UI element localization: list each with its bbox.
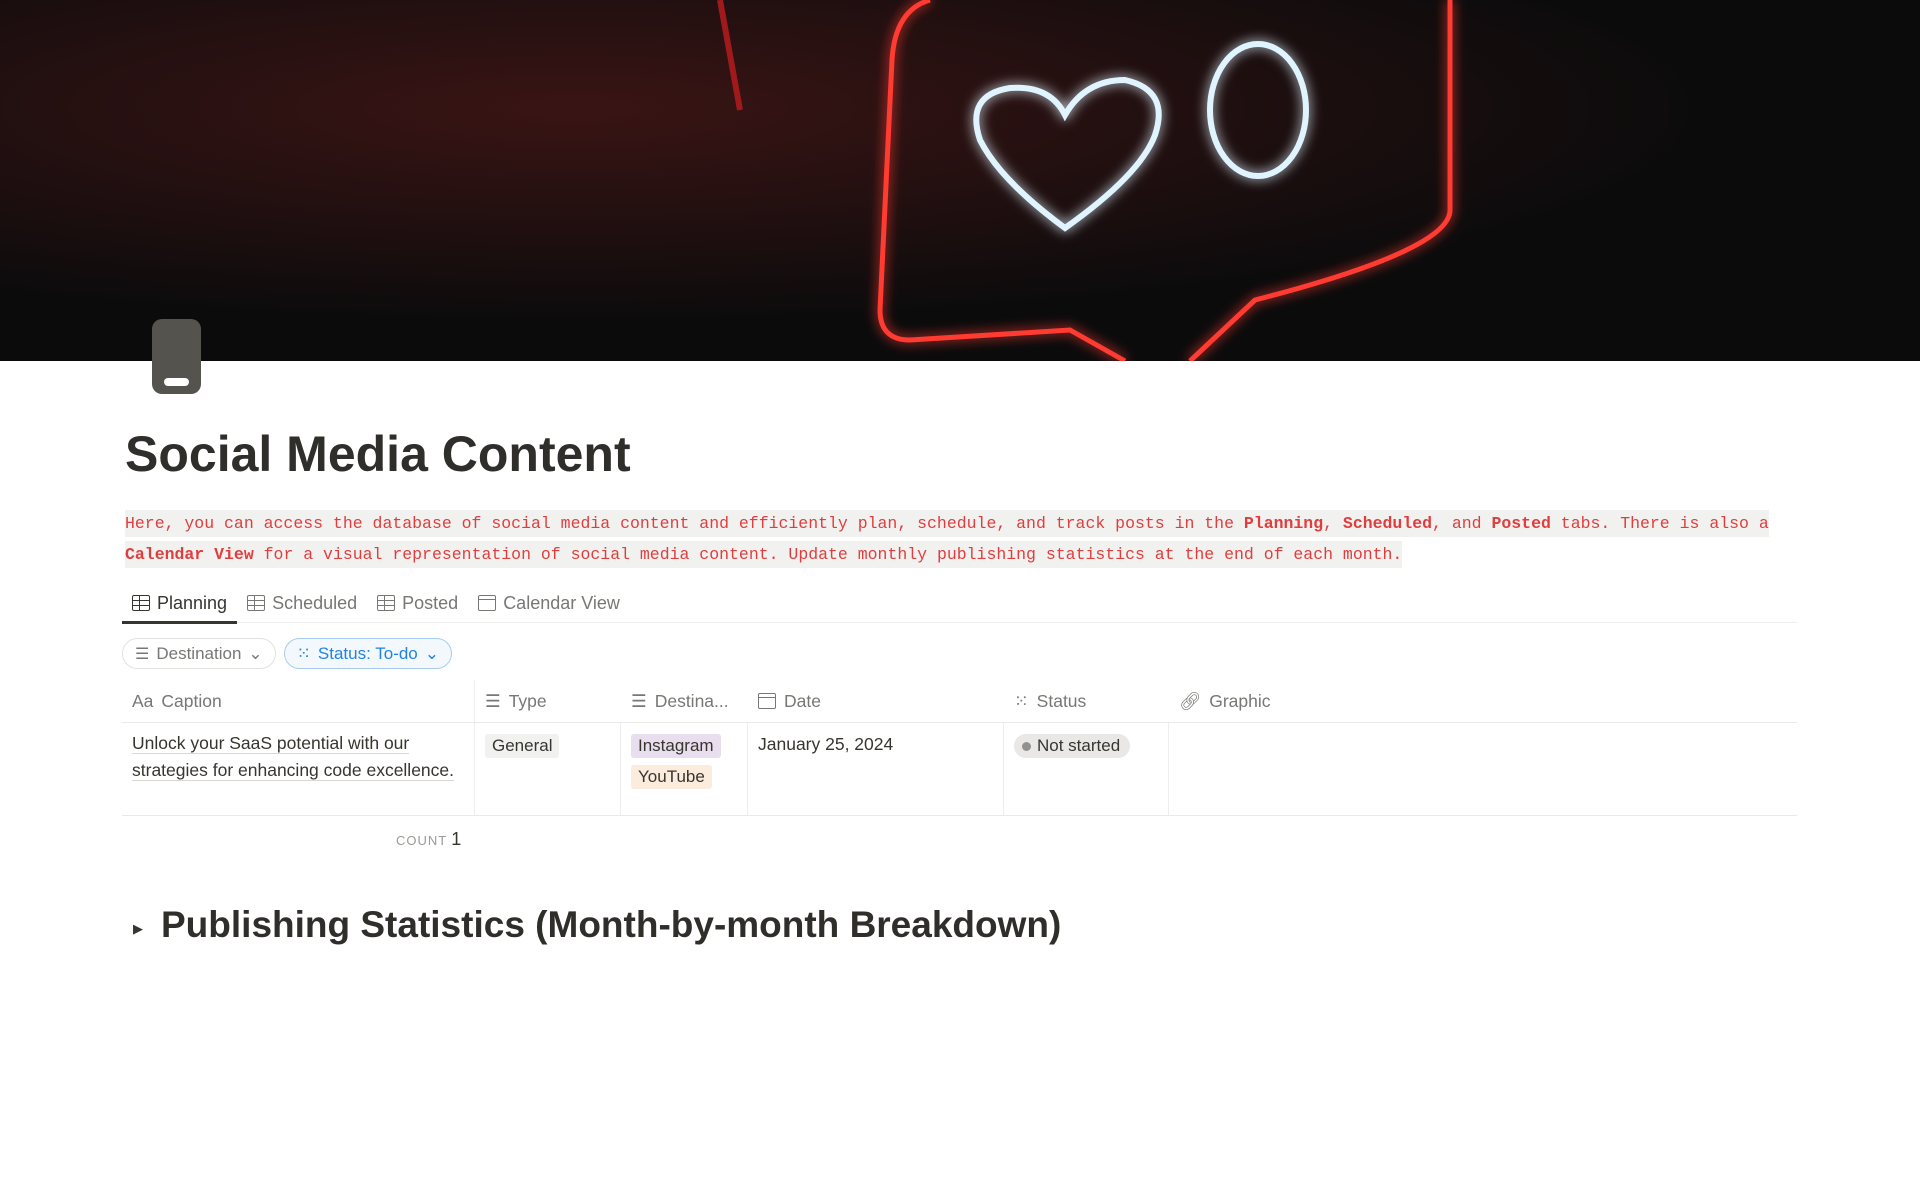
- chevron-down-icon: ⌄: [424, 643, 440, 663]
- desc-bold: Calendar View: [125, 545, 254, 564]
- status-badge: Not started: [1014, 734, 1131, 758]
- table-row[interactable]: Unlock your SaaS potential with our stra…: [122, 723, 1797, 816]
- desc-bold: Posted: [1491, 514, 1551, 533]
- status-icon: ⁙: [1014, 690, 1029, 711]
- cell-date[interactable]: January 25, 2024: [748, 723, 1004, 815]
- row-count[interactable]: COUNT 1: [396, 829, 461, 850]
- text-icon: Aa: [132, 690, 154, 711]
- status-label: Not started: [1037, 736, 1121, 755]
- list-icon: ☰: [135, 645, 150, 663]
- filter-bar: ☰ Destination ⌄ ⁙ Status: To-do ⌄: [122, 638, 453, 669]
- column-status[interactable]: ⁙ Status: [1004, 680, 1169, 722]
- desc-text: ,: [1323, 514, 1343, 533]
- column-label: Caption: [161, 690, 222, 711]
- status-icon: ⁙: [296, 643, 311, 663]
- status-dot-icon: [1022, 741, 1031, 751]
- column-label: Graphic: [1209, 690, 1271, 711]
- desc-text: , and: [1432, 514, 1492, 533]
- column-destination[interactable]: ☰ Destina...: [621, 680, 748, 722]
- tab-label: Scheduled: [272, 592, 358, 613]
- page-title: Social Media Content: [125, 426, 631, 482]
- cell-destination[interactable]: Instagram YouTube: [621, 723, 748, 815]
- tab-calendar-view[interactable]: Calendar View: [468, 584, 630, 622]
- table-icon: [132, 595, 150, 611]
- cover-image: [0, 0, 1920, 361]
- column-graphic[interactable]: 🔗︎ Graphic: [1169, 680, 1797, 722]
- column-label: Destina...: [654, 690, 729, 711]
- column-type[interactable]: ☰ Type: [475, 680, 621, 722]
- section-heading: Publishing Statistics (Month-by-month Br…: [161, 904, 1062, 945]
- column-date[interactable]: Date: [748, 680, 1004, 722]
- count-label: COUNT: [396, 833, 448, 848]
- destination-tag: Instagram: [631, 734, 721, 758]
- column-label: Status: [1036, 690, 1087, 711]
- tab-label: Posted: [402, 592, 459, 613]
- desc-text: tabs. There is also a: [1550, 514, 1769, 533]
- caption-text[interactable]: Unlock your SaaS potential with our stra…: [132, 733, 455, 781]
- desc-bold: Planning: [1243, 514, 1324, 533]
- chevron-down-icon: ⌄: [248, 643, 263, 663]
- calendar-icon: [758, 693, 776, 709]
- calendar-icon: [478, 595, 497, 611]
- desc-text: for a visual representation of social me…: [253, 545, 1403, 564]
- tab-posted[interactable]: Posted: [367, 584, 468, 622]
- tab-scheduled[interactable]: Scheduled: [237, 584, 367, 622]
- page-icon-phone[interactable]: [152, 319, 201, 394]
- count-value: 1: [451, 829, 462, 849]
- column-label: Type: [508, 690, 547, 711]
- column-caption[interactable]: Aa Caption: [122, 680, 475, 722]
- view-tabs: Planning Scheduled Posted Calendar View: [122, 584, 1797, 624]
- cell-graphic[interactable]: [1169, 723, 1797, 815]
- cell-type[interactable]: General: [475, 723, 621, 815]
- table-header: Aa Caption ☰ Type ☰ Destina... Date ⁙ Status…: [122, 680, 1797, 723]
- desc-text: Here, you can access the database of soc…: [125, 514, 1244, 533]
- tab-label: Planning: [157, 592, 228, 613]
- list-icon: ☰: [631, 690, 647, 711]
- toggle-triangle-icon[interactable]: ▶: [133, 921, 143, 936]
- column-label: Date: [784, 690, 821, 711]
- tab-label: Calendar View: [503, 592, 620, 613]
- type-tag: General: [485, 734, 560, 758]
- table-icon: [377, 595, 396, 611]
- destination-tag: YouTube: [631, 765, 712, 789]
- tab-planning[interactable]: Planning: [122, 584, 238, 624]
- cell-caption[interactable]: Unlock your SaaS potential with our stra…: [122, 723, 475, 815]
- desc-bold: Scheduled: [1342, 514, 1433, 533]
- filter-destination[interactable]: ☰ Destination ⌄: [122, 638, 276, 669]
- cell-status[interactable]: Not started: [1004, 723, 1169, 815]
- date-value: January 25, 2024: [758, 734, 894, 754]
- list-icon: ☰: [485, 690, 501, 711]
- link-icon: 🔗︎: [1179, 690, 1202, 711]
- content-table: Aa Caption ☰ Type ☰ Destina... Date ⁙ Status…: [122, 680, 1797, 816]
- table-icon: [247, 595, 266, 611]
- page-description: Here, you can access the database of soc…: [125, 508, 1805, 570]
- filter-label: Status: To-do: [317, 643, 418, 663]
- filter-status[interactable]: ⁙ Status: To-do ⌄: [283, 638, 453, 669]
- filter-label: Destination: [156, 643, 242, 663]
